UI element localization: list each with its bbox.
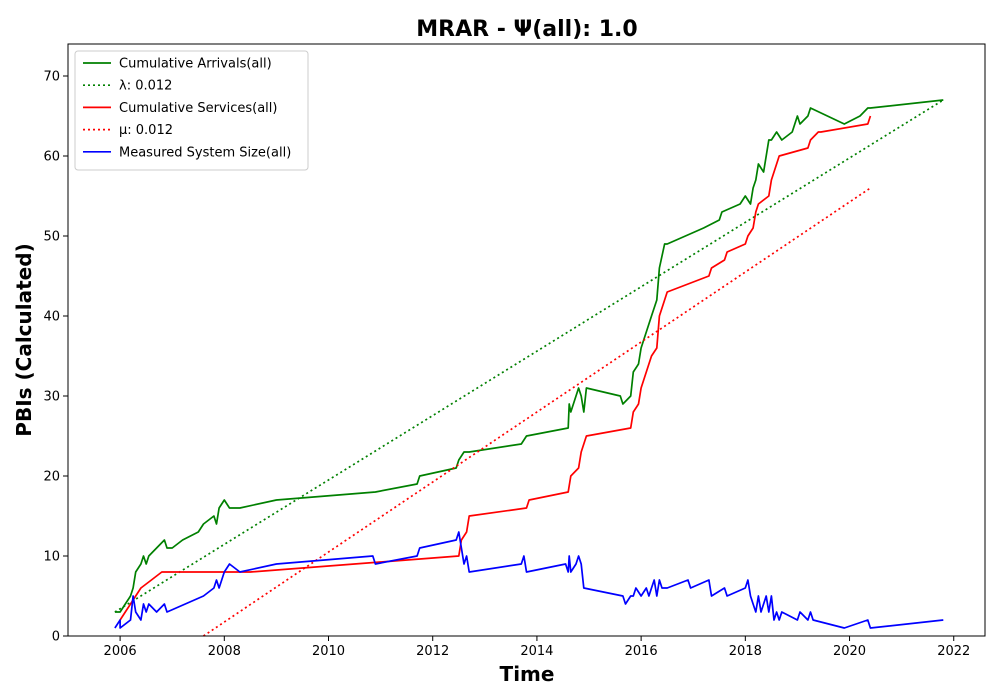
legend-label-2: Cumulative Services(all) (119, 101, 277, 116)
x-axis-label: Time (500, 662, 555, 686)
y-axis-label: PBIs (Calculated) (12, 243, 36, 436)
series-line-4 (114, 531, 944, 629)
legend: Cumulative Arrivals(all) λ: 0.012 Cumulati… (74, 50, 309, 171)
legend-label-1: λ: 0.012 (119, 79, 172, 94)
y-tick-label-5: 50 (43, 230, 60, 245)
legend-label-3: μ: 0.012 (119, 123, 173, 138)
series-line-3 (203, 187, 871, 637)
y-tick-label-7: 70 (43, 70, 60, 85)
x-tick-label-6: 2018 (729, 644, 762, 659)
series-layer (114, 99, 944, 637)
legend-label-0: Cumulative Arrivals(all) (119, 57, 272, 72)
y-tick-label-4: 40 (43, 310, 60, 325)
series-line-0 (114, 99, 944, 613)
ticks-layer: 2006 2008 2010 2012 2014 2016 2018 2020 2022 0 10 2… (43, 70, 970, 660)
x-tick-label-2: 2010 (312, 644, 345, 659)
legend-box (74, 50, 309, 171)
y-tick-label-2: 20 (43, 470, 60, 485)
plot-frame (67, 43, 986, 637)
y-tick-label-0: 0 (52, 630, 60, 645)
x-tick-label-7: 2020 (833, 644, 866, 659)
x-tick-label-5: 2016 (625, 644, 658, 659)
y-tick-label-1: 10 (43, 550, 60, 565)
series-line-2 (119, 115, 872, 621)
x-tick-label-8: 2022 (937, 644, 970, 659)
x-tick-label-4: 2014 (520, 644, 553, 659)
x-tick-label-3: 2012 (416, 644, 449, 659)
legend-label-4: Measured System Size(all) (119, 145, 291, 160)
y-tick-label-6: 60 (43, 150, 60, 165)
chart-title: MRAR - Ψ(all): 1.0 (416, 17, 637, 42)
x-tick-label-0: 2006 (104, 644, 137, 659)
series-line-1 (114, 99, 944, 613)
y-tick-label-3: 30 (43, 390, 60, 405)
x-tick-label-1: 2008 (208, 644, 241, 659)
